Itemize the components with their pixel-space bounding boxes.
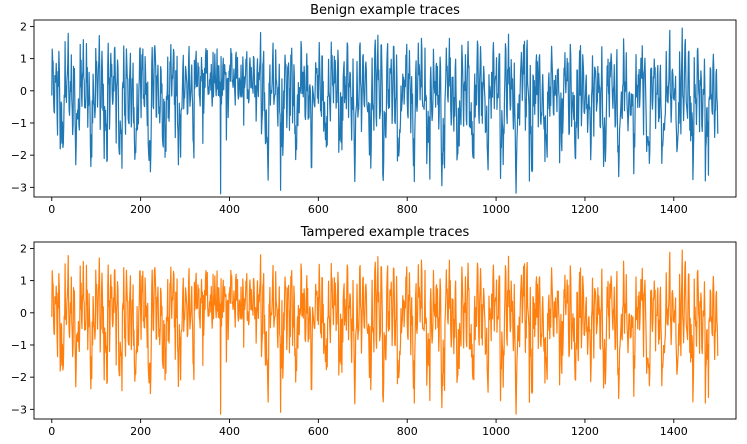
y-tick-label: −2 (11, 371, 27, 384)
x-tick-label: 0 (48, 425, 55, 438)
x-tick-label: 1400 (660, 425, 688, 438)
y-tick-label: −1 (11, 117, 27, 130)
x-tick-label: 1000 (482, 425, 510, 438)
x-tick-label: 400 (219, 425, 240, 438)
tampered-trace-line (51, 249, 719, 415)
y-tick-label: 0 (20, 307, 27, 320)
x-tick-label: 1400 (660, 203, 688, 216)
y-tick-label: 2 (20, 20, 27, 33)
y-tick-label: 0 (20, 85, 27, 98)
x-tick-label: 1000 (482, 203, 510, 216)
y-tick-label: 1 (20, 275, 27, 288)
y-tick-label: 1 (20, 53, 27, 66)
benign-trace-line (51, 27, 719, 195)
x-tick-label: 400 (219, 203, 240, 216)
x-tick-label: 800 (397, 203, 418, 216)
y-tick-label: −3 (11, 181, 27, 194)
x-tick-label: 1200 (571, 203, 599, 216)
y-tick-label: −3 (11, 403, 27, 416)
x-tick-label: 0 (48, 203, 55, 216)
y-tick-label: −2 (11, 149, 27, 162)
x-tick-label: 200 (130, 203, 151, 216)
tampered-panel: Tampered example traces 0 200 400 600 800 1000… (11, 225, 737, 438)
axes-frame (33, 19, 737, 198)
x-tick-label: 1200 (571, 425, 599, 438)
x-tick-label: 800 (397, 425, 418, 438)
y-tick-label: −1 (11, 339, 27, 352)
x-tick-label: 600 (308, 425, 329, 438)
benign-chart-title: Benign example traces (310, 3, 460, 18)
x-tick-label: 200 (130, 425, 151, 438)
axes-frame (33, 241, 737, 420)
x-tick-label: 600 (308, 203, 329, 216)
tampered-chart-title: Tampered example traces (300, 225, 470, 240)
y-tick-label: 2 (20, 242, 27, 255)
